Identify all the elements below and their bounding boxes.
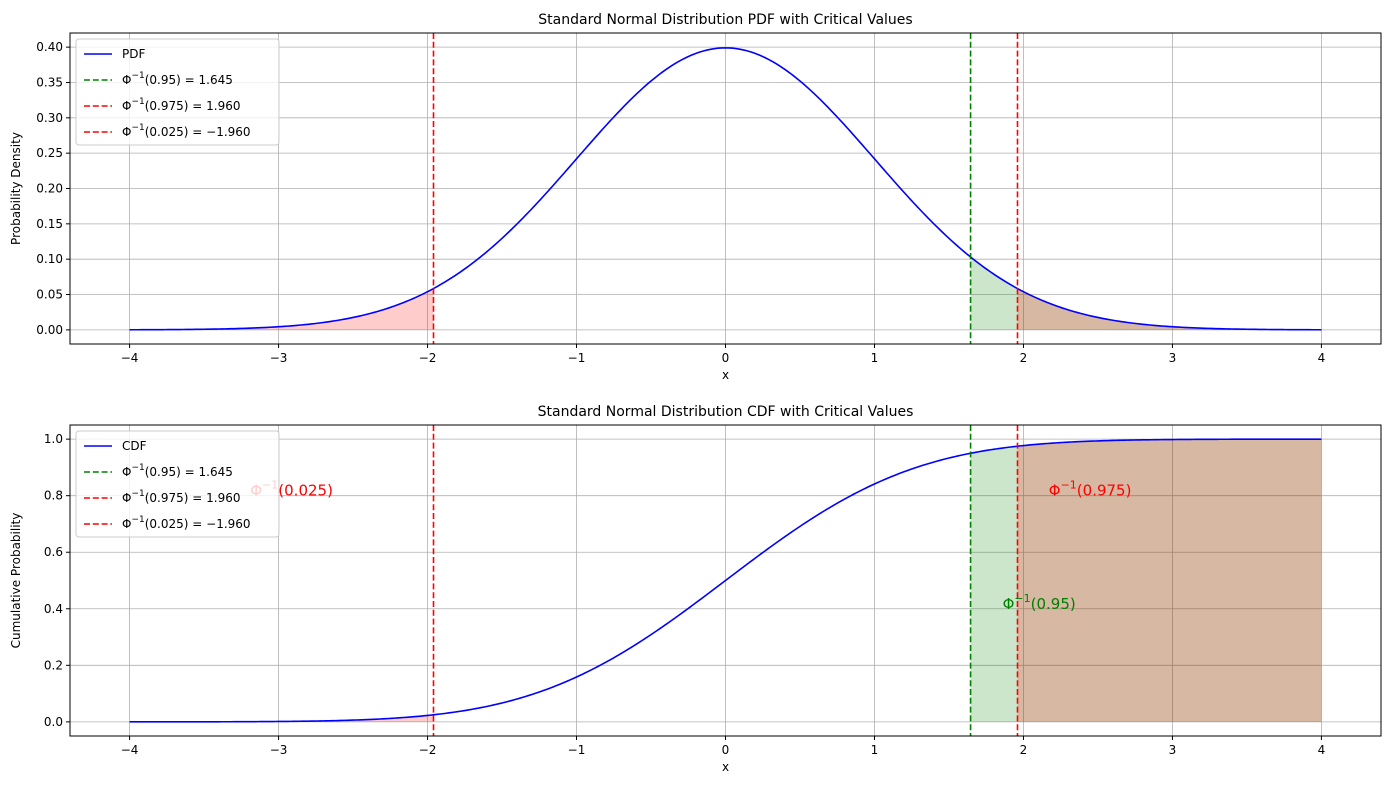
legend-sup: −1 (131, 489, 144, 499)
shaded-region-1 (970, 439, 1322, 722)
legend-main: Φ (122, 491, 131, 505)
legend-label-critical-2: Φ−1(0.025) = −1.960 (122, 515, 251, 531)
x-axis-label: x (722, 760, 729, 774)
annotation-main: Φ (1049, 482, 1061, 500)
chart-title: Standard Normal Distribution PDF with Cr… (538, 12, 912, 28)
x-tick-label: 1 (871, 351, 879, 365)
y-tick-label: 0.0 (44, 715, 63, 729)
legend-label-cdf: CDF (122, 439, 147, 453)
legend-label-critical-1: Φ−1(0.975) = 1.960 (122, 489, 241, 505)
legend-sup: −1 (131, 97, 144, 107)
legend-main: Φ (122, 73, 131, 87)
legend-rest: (0.975) = 1.960 (145, 99, 241, 113)
legend-sup: −1 (131, 123, 144, 133)
legend-rest: (0.95) = 1.645 (145, 73, 233, 87)
y-axis-label: Probability Density (9, 132, 23, 245)
x-tick-label: 3 (1169, 351, 1177, 365)
legend-label-critical-2: Φ−1(0.025) = −1.960 (122, 123, 251, 139)
y-tick-label: 0.10 (36, 252, 63, 266)
y-tick-label: 0.35 (36, 75, 63, 89)
x-tick-label: −3 (270, 743, 288, 757)
x-tick-label: 0 (722, 743, 730, 757)
legend-rest: (0.95) = 1.645 (145, 465, 233, 479)
annotation-1: Φ−1(0.975) (1049, 479, 1132, 500)
shaded-region-0 (129, 288, 434, 330)
x-tick-label: −2 (419, 743, 437, 757)
x-tick-label: 4 (1318, 743, 1326, 757)
annotation-rest: (0.025) (278, 482, 333, 500)
pdf-curve (129, 47, 1322, 331)
plot-area (129, 425, 1322, 736)
legend-label-critical-0: Φ−1(0.95) = 1.645 (122, 71, 233, 87)
shaded-region-2 (1017, 439, 1322, 722)
legend-sup: −1 (131, 463, 144, 473)
shaded-region-2 (1017, 288, 1322, 330)
x-tick-label: −3 (270, 351, 288, 365)
legend-box (75, 430, 280, 538)
y-tick-label: 1.0 (44, 432, 63, 446)
plot-area (129, 33, 1322, 344)
legend-rest: (0.025) = −1.960 (145, 517, 251, 531)
legend-label-critical-0: Φ−1(0.95) = 1.645 (122, 463, 233, 479)
legend-main: Φ (122, 517, 131, 531)
x-tick-label: −1 (568, 351, 586, 365)
legend-rest: (0.025) = −1.960 (145, 125, 251, 139)
annotation-sup: −1 (1014, 592, 1030, 605)
x-tick-label: −4 (121, 743, 139, 757)
y-tick-label: 0.25 (36, 146, 63, 160)
legend-sup: −1 (131, 515, 144, 525)
legend-label-critical-1: Φ−1(0.975) = 1.960 (122, 97, 241, 113)
y-tick-label: 0.6 (44, 545, 63, 559)
x-tick-label: −1 (568, 743, 586, 757)
chart-pdf: −4 −3 −2 −1 0 1 2 3 4 0.00 0.05 0.10 0.15 0.20 0.25 0.3… (9, 12, 1382, 382)
x-tick-label: 1 (871, 743, 879, 757)
x-axis-label: x (722, 368, 729, 382)
y-tick-label: 0.20 (36, 182, 63, 196)
x-tick-label: 2 (1020, 351, 1028, 365)
x-tick-label: 3 (1169, 743, 1177, 757)
legend-box (75, 38, 280, 146)
legend-label-pdf: PDF (122, 47, 145, 61)
legend-main: Φ (122, 99, 131, 113)
x-tick-label: −2 (419, 351, 437, 365)
annotation-rest: (0.975) (1077, 482, 1132, 500)
legend-main: Φ (122, 465, 131, 479)
y-axis-label: Cumulative Probability (9, 513, 23, 649)
shaded-region-1 (970, 256, 1322, 330)
y-tick-label: 0.15 (36, 217, 63, 231)
y-tick-label: 0.4 (44, 602, 63, 616)
annotation-2: Φ−1(0.95) (1003, 592, 1076, 613)
y-tick-label: 0.2 (44, 658, 63, 672)
y-tick-label: 0.8 (44, 489, 63, 503)
y-tick-label: 0.05 (36, 288, 63, 302)
chart-title: Standard Normal Distribution CDF with Cr… (538, 404, 914, 420)
annotation-main: Φ (1003, 595, 1015, 613)
x-tick-label: 0 (722, 351, 730, 365)
cdf-curve (129, 438, 1322, 723)
legend-sup: −1 (131, 71, 144, 81)
x-tick-label: 2 (1020, 743, 1028, 757)
legend-rest: (0.975) = 1.960 (145, 491, 241, 505)
annotation-rest: (0.95) (1031, 595, 1076, 613)
chart-cdf: Φ−1(0.025)Φ−1(0.975)Φ−1(0.95)−4−3−2−1012… (9, 404, 1382, 774)
y-tick-label: 0.40 (36, 40, 63, 54)
legend-main: Φ (122, 125, 131, 139)
x-tick-label: −4 (121, 351, 139, 365)
annotation-sup: −1 (1061, 479, 1077, 492)
x-tick-label: 4 (1318, 351, 1326, 365)
y-tick-label: 0.30 (36, 111, 63, 125)
y-tick-label: 0.00 (36, 323, 63, 337)
